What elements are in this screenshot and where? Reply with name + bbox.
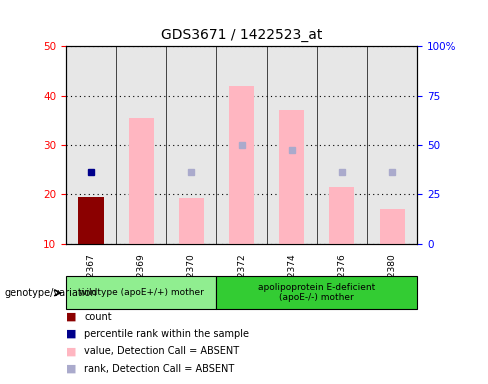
Bar	[166, 46, 217, 244]
Text: wildtype (apoE+/+) mother: wildtype (apoE+/+) mother	[79, 288, 203, 297]
Bar	[367, 46, 417, 244]
Text: apolipoprotein E-deficient
(apoE-/-) mother: apolipoprotein E-deficient (apoE-/-) mot…	[258, 283, 375, 303]
Text: value, Detection Call = ABSENT: value, Detection Call = ABSENT	[84, 346, 240, 356]
Text: ■: ■	[66, 364, 77, 374]
Bar	[329, 187, 354, 244]
Text: genotype/variation: genotype/variation	[5, 288, 98, 298]
Bar	[266, 46, 317, 244]
Bar	[217, 46, 266, 244]
Bar	[279, 110, 305, 244]
Text: count: count	[84, 312, 112, 322]
Bar	[317, 46, 367, 244]
Bar	[380, 209, 405, 244]
Text: ■: ■	[66, 312, 77, 322]
Text: percentile rank within the sample: percentile rank within the sample	[84, 329, 249, 339]
Bar	[116, 46, 166, 244]
Bar	[66, 46, 116, 244]
Text: ■: ■	[66, 346, 77, 356]
Bar	[129, 118, 154, 244]
Title: GDS3671 / 1422523_at: GDS3671 / 1422523_at	[161, 28, 322, 42]
Bar	[229, 86, 254, 244]
Bar	[79, 197, 103, 244]
Text: rank, Detection Call = ABSENT: rank, Detection Call = ABSENT	[84, 364, 235, 374]
Bar	[179, 199, 204, 244]
Text: ■: ■	[66, 329, 77, 339]
